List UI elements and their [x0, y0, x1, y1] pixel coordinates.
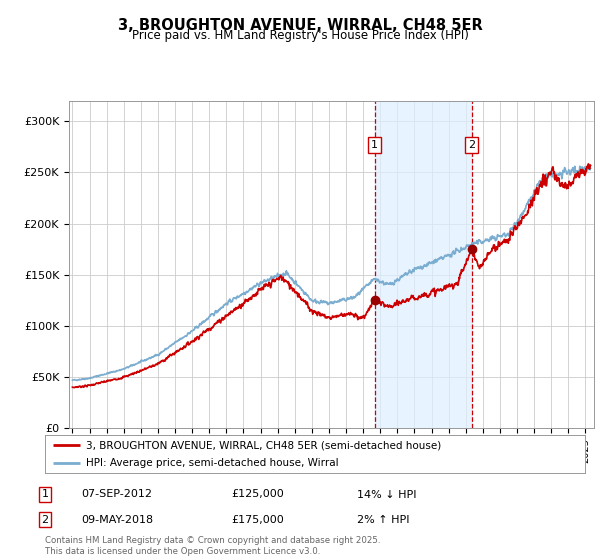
Text: £175,000: £175,000 [231, 515, 284, 525]
Bar [375, 101, 472, 428]
Text: 2% ↑ HPI: 2% ↑ HPI [357, 515, 409, 525]
Text: 07-SEP-2012: 07-SEP-2012 [81, 489, 152, 500]
Text: £125,000: £125,000 [231, 489, 284, 500]
Text: 1: 1 [371, 140, 378, 150]
Text: HPI: Average price, semi-detached house, Wirral: HPI: Average price, semi-detached house,… [86, 458, 338, 468]
Text: 3, BROUGHTON AVENUE, WIRRAL, CH48 5ER: 3, BROUGHTON AVENUE, WIRRAL, CH48 5ER [118, 18, 482, 33]
Text: Price paid vs. HM Land Registry's House Price Index (HPI): Price paid vs. HM Land Registry's House … [131, 29, 469, 42]
Text: 3, BROUGHTON AVENUE, WIRRAL, CH48 5ER (semi-detached house): 3, BROUGHTON AVENUE, WIRRAL, CH48 5ER (s… [86, 440, 441, 450]
Text: 2: 2 [468, 140, 475, 150]
Text: 1: 1 [41, 489, 49, 500]
Text: 2: 2 [41, 515, 49, 525]
Text: 14% ↓ HPI: 14% ↓ HPI [357, 489, 416, 500]
Text: 09-MAY-2018: 09-MAY-2018 [81, 515, 153, 525]
Text: Contains HM Land Registry data © Crown copyright and database right 2025.
This d: Contains HM Land Registry data © Crown c… [45, 536, 380, 556]
